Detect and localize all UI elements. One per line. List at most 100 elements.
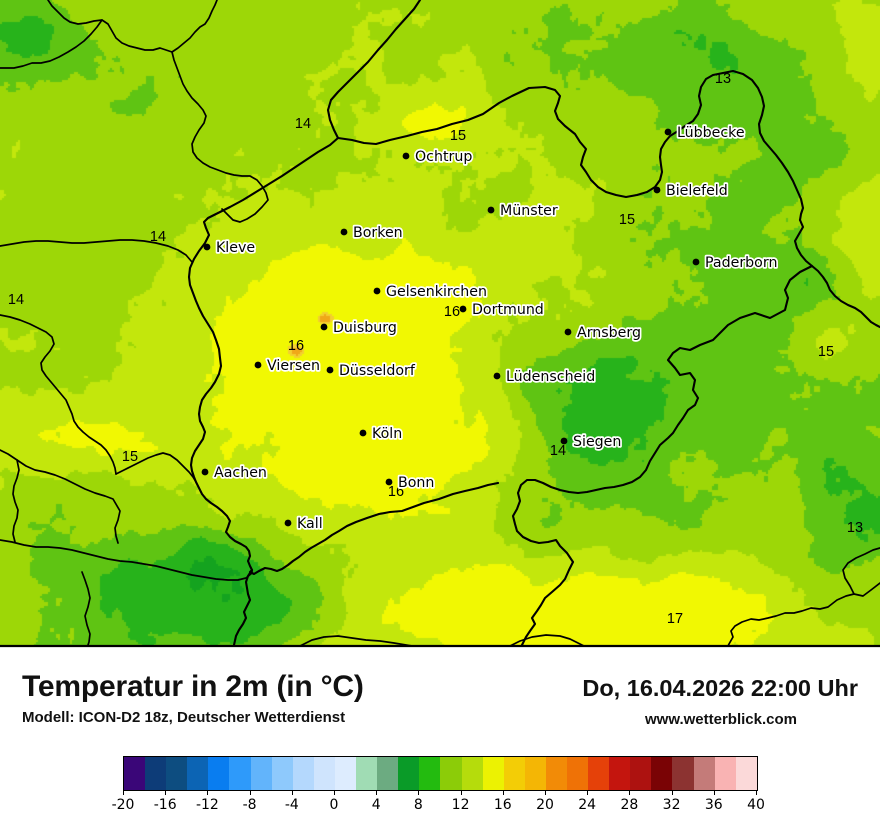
city-marker-kleve: Kleve bbox=[203, 238, 257, 258]
colorbar-segment bbox=[651, 757, 673, 790]
border-line bbox=[0, 539, 253, 581]
colorbar-tick bbox=[756, 791, 757, 795]
colorbar-tick-label: -12 bbox=[195, 797, 219, 813]
colorbar-tick bbox=[587, 791, 589, 795]
colorbar-segment bbox=[461, 757, 483, 790]
colorbar-segment bbox=[377, 757, 399, 790]
colorbar-segment bbox=[566, 757, 589, 790]
colorbar-tick-label: 32 bbox=[662, 797, 681, 813]
colorbar-segment bbox=[166, 757, 188, 790]
city-dot bbox=[560, 437, 568, 445]
city-dot bbox=[254, 361, 262, 369]
city-marker-kln: Köln bbox=[359, 424, 404, 444]
footer: Temperatur in 2m (in °C) Modell: ICON-D2… bbox=[0, 648, 880, 830]
city-label: Kleve bbox=[216, 240, 255, 256]
temperature-map: 14 15 13 15 14 14 16 16 15 15 14 16 13 17 Ochtrup Lübb… bbox=[0, 0, 880, 648]
city-marker-kall: Kall bbox=[284, 514, 324, 534]
colorbar-tick-label: 4 bbox=[371, 797, 381, 813]
colorbar-tick-label: 24 bbox=[578, 797, 597, 813]
border-line bbox=[0, 449, 121, 544]
colorbar-tick-label: 0 bbox=[329, 797, 339, 813]
colorbar-tick-label: -8 bbox=[242, 797, 257, 813]
colorbar-tick-label: 16 bbox=[493, 797, 512, 813]
colorbar-tick-label: -16 bbox=[153, 797, 177, 813]
colorbar-segment bbox=[208, 757, 230, 790]
border-line bbox=[171, 51, 269, 223]
colorbar-tick bbox=[545, 791, 546, 795]
city-marker-arnsberg: Arnsberg bbox=[564, 323, 643, 343]
colorbar-segment bbox=[229, 757, 251, 790]
city-label: Borken bbox=[353, 225, 403, 241]
colorbar-tick bbox=[418, 791, 420, 795]
temperature-value-labels: 14 15 13 15 14 14 16 16 15 15 14 16 13 17 bbox=[8, 71, 863, 627]
city-dot bbox=[692, 258, 700, 266]
border-line bbox=[115, 452, 197, 483]
temperature-value-label: 14 bbox=[550, 443, 566, 459]
colorbar-ticks bbox=[0, 791, 880, 796]
temperature-colorbar bbox=[123, 756, 758, 791]
colorbar-tick bbox=[713, 791, 715, 795]
colorbar-segment bbox=[356, 757, 378, 790]
colorbar-segment bbox=[714, 757, 736, 790]
city-marker-borken: Borken bbox=[340, 223, 404, 243]
city-label: Bielefeld bbox=[666, 183, 728, 199]
city-dot bbox=[385, 478, 393, 486]
colorbar-segment bbox=[250, 757, 272, 790]
colorbar-tick-label: 36 bbox=[704, 797, 723, 813]
colorbar-segment bbox=[124, 757, 146, 790]
temperature-value-label: 13 bbox=[715, 71, 731, 87]
border-line bbox=[0, 19, 103, 69]
temperature-value-label: 13 bbox=[847, 520, 863, 536]
city-dot bbox=[284, 519, 292, 527]
city-label: Münster bbox=[500, 203, 558, 219]
colorbar-segment bbox=[187, 757, 209, 790]
colorbar-segment bbox=[482, 757, 504, 790]
border-line bbox=[727, 582, 880, 647]
colorbar-segment bbox=[292, 757, 314, 790]
city-dot bbox=[564, 328, 572, 336]
border-line bbox=[509, 634, 585, 647]
border-line bbox=[793, 218, 880, 329]
city-label: Paderborn bbox=[705, 255, 777, 271]
temperature-value-label: 16 bbox=[388, 484, 404, 500]
city-label: Aachen bbox=[214, 465, 267, 481]
colorbar-tick-label: 28 bbox=[620, 797, 639, 813]
colorbar-tick-label: -4 bbox=[284, 797, 299, 813]
city-label: Siegen bbox=[573, 434, 621, 450]
city-dot bbox=[664, 128, 672, 136]
city-dot bbox=[326, 366, 334, 374]
colorbar-segment bbox=[545, 757, 567, 790]
border-line bbox=[842, 547, 880, 595]
city-label: Arnsberg bbox=[577, 325, 641, 341]
border-line bbox=[248, 481, 500, 576]
colorbar-tick bbox=[460, 791, 462, 795]
colorbar-segment bbox=[313, 757, 335, 790]
border-line bbox=[511, 264, 814, 647]
temperature-value-label: 14 bbox=[150, 229, 166, 245]
colorbar-tick bbox=[165, 791, 167, 795]
border-line bbox=[0, 239, 193, 263]
city-dot bbox=[359, 429, 367, 437]
temperature-value-label: 16 bbox=[288, 338, 304, 354]
colorbar-segment bbox=[440, 757, 462, 790]
temperature-value-label: 15 bbox=[450, 128, 466, 144]
temperature-value-label: 16 bbox=[444, 304, 460, 320]
colorbar-segment bbox=[503, 757, 525, 790]
colorbar-segment bbox=[672, 757, 694, 790]
city-marker-siegen: Siegen bbox=[560, 432, 623, 452]
temperature-value-label: 17 bbox=[667, 611, 683, 627]
border-line bbox=[12, 459, 20, 543]
colorbar-tick-labels: -20 -16 -12 -8 -4 0 4 8 12 16 20 24 28 32 36 40 bbox=[0, 797, 880, 815]
city-label: Ochtrup bbox=[415, 149, 472, 165]
city-label: Düsseldorf bbox=[339, 363, 416, 379]
map-title: Temperatur in 2m (in °C) bbox=[22, 670, 364, 703]
city-marker-paderborn: Paderborn bbox=[692, 253, 779, 273]
temperature-value-label: 14 bbox=[8, 292, 24, 308]
colorbar-segment bbox=[419, 757, 441, 790]
city-label: Viersen bbox=[267, 358, 320, 374]
city-marker-viersen: Viersen bbox=[254, 356, 322, 376]
city-label: Bonn bbox=[398, 475, 434, 491]
city-dot bbox=[402, 152, 410, 160]
city-marker-gelsenkirchen: Gelsenkirchen bbox=[373, 282, 489, 302]
temperature-value-label: 15 bbox=[818, 344, 834, 360]
